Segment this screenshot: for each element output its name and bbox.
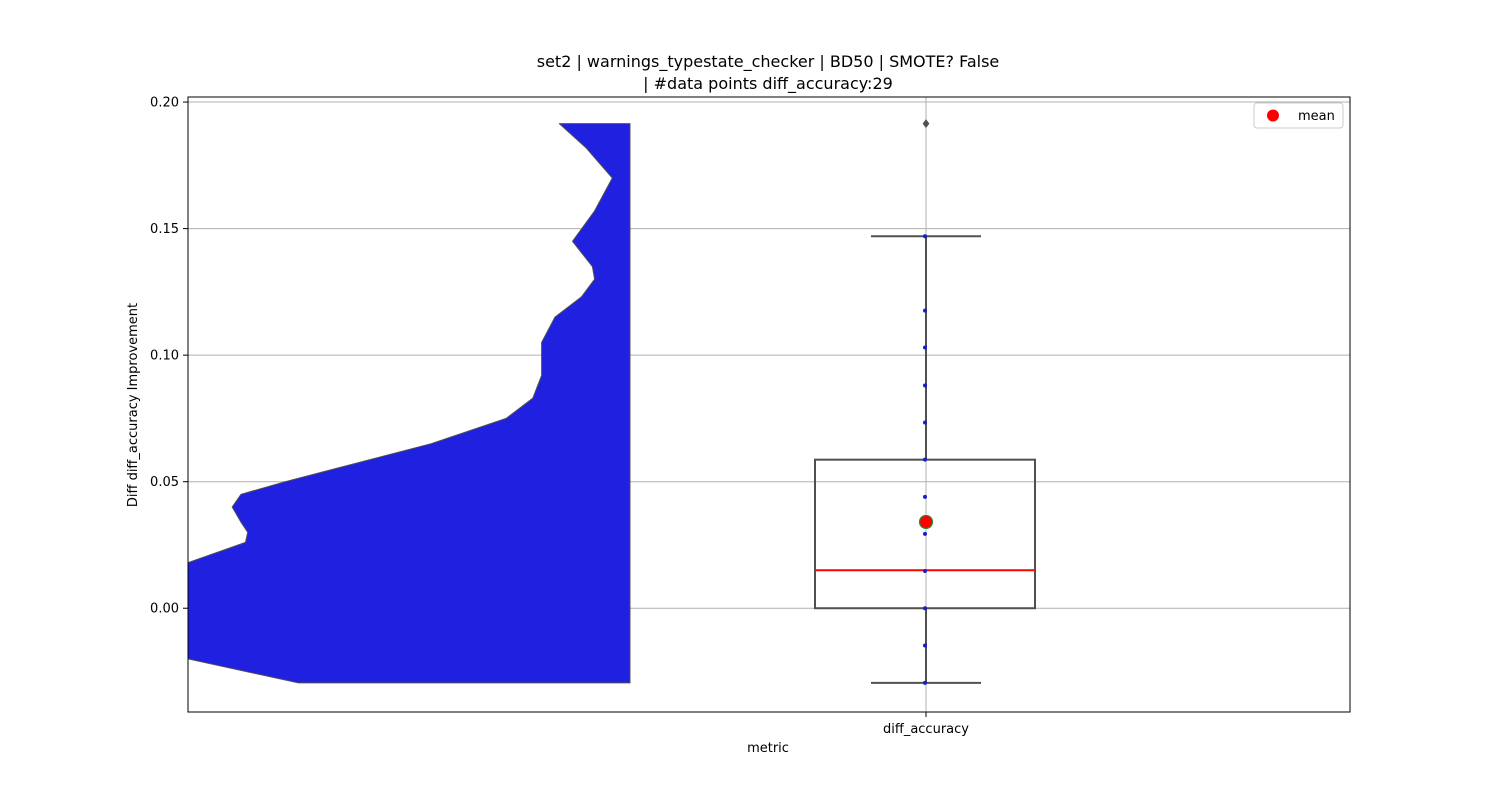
y-tick-label: 0.20: [150, 96, 179, 111]
data-point: [923, 494, 927, 499]
legend-mean-marker: [1267, 109, 1279, 122]
legend-entry-mean: mean: [1298, 109, 1335, 124]
data-point: [923, 308, 927, 313]
plot-area: [188, 97, 1350, 712]
outlier-point: [922, 119, 930, 129]
y-tick-label: 0.10: [150, 349, 179, 364]
x-axis-label: metric: [747, 741, 789, 756]
data-point: [923, 680, 927, 685]
data-point: [923, 457, 927, 462]
y-tick-label: 0.15: [150, 222, 179, 237]
x-tick-label: diff_accuracy: [883, 722, 969, 737]
legend: mean: [1253, 102, 1344, 129]
chart-title-line1: set2 | warnings_typestate_checker | BD50…: [537, 52, 1000, 72]
mean-marker: [918, 514, 934, 530]
legend-frame: [1253, 102, 1344, 129]
data-point: [923, 643, 927, 648]
data-point: [923, 606, 927, 611]
data-point: [923, 383, 927, 388]
data-point: [923, 569, 927, 574]
violin-body: [188, 123, 631, 684]
y-tick-label: 0.00: [150, 602, 179, 617]
y-axis-label: Diff diff_accuracy Improvement: [126, 303, 141, 507]
data-point: [923, 531, 927, 536]
data-point: [923, 234, 927, 239]
y-tick-label: 0.05: [150, 475, 179, 490]
data-point: [923, 420, 927, 425]
axes-frame: [187, 96, 1351, 713]
data-point: [923, 345, 927, 350]
chart-title-line2: | #data points diff_accuracy:29: [643, 74, 893, 94]
